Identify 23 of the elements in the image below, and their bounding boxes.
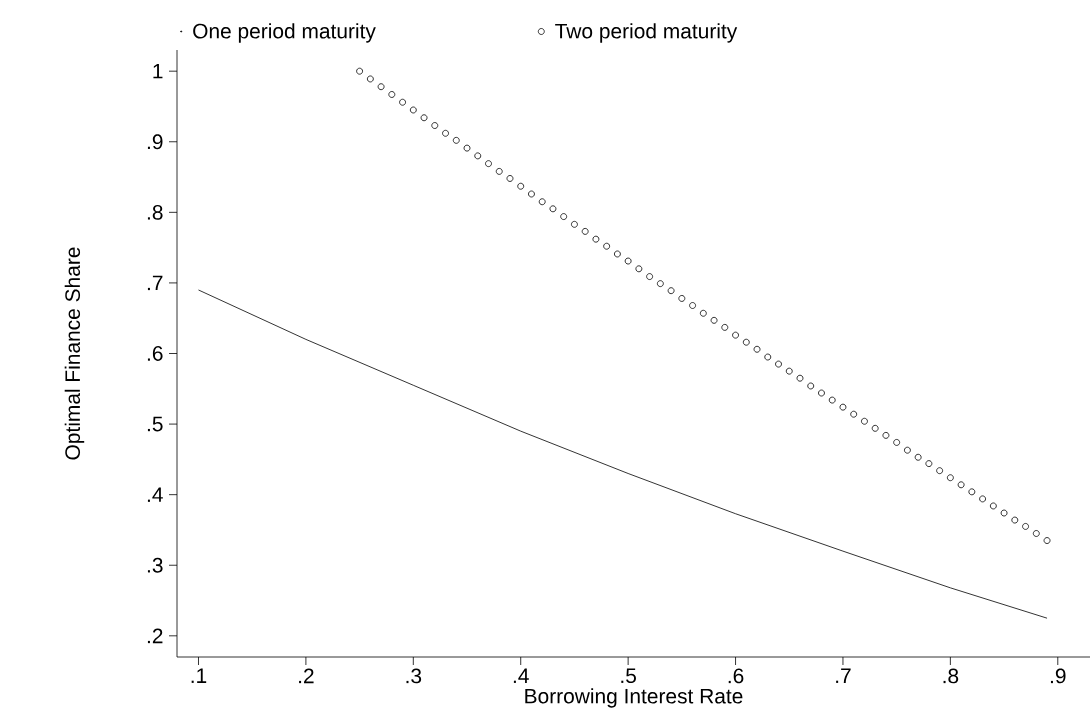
x-tick-label: .4 [513,668,529,683]
x-tick-label: .1 [191,668,207,683]
x-tick-label: .3 [406,668,422,684]
legend-label: Two period maturity [555,23,738,43]
line-series [198,289,1048,619]
x-tick-label: .9 [1050,668,1066,684]
x-tick-label: .8 [943,668,959,684]
x-tick-label: .5 [621,668,636,684]
y-tick-label: 1 [153,63,163,79]
y-tick-label: .6 [147,346,163,361]
x-tick-label: .6 [728,668,744,684]
y-tick-label: .8 [147,204,163,220]
y-tick-label: .5 [147,416,163,432]
x-axis-title: Borrowing Interest Rate [525,688,743,708]
y-tick-label: .9 [147,134,163,150]
y-tick-label: .3 [147,557,163,573]
y-tick-label: .2 [147,628,163,644]
y-tick-label: .4 [147,487,163,502]
y-tick-label: .7 [147,275,163,291]
x-tick-label: .2 [299,668,314,684]
x-tick-label: .7 [836,668,851,683]
legend-label: One period maturity [193,23,376,43]
y-axis-title: Optimal Finance Share [64,247,85,460]
